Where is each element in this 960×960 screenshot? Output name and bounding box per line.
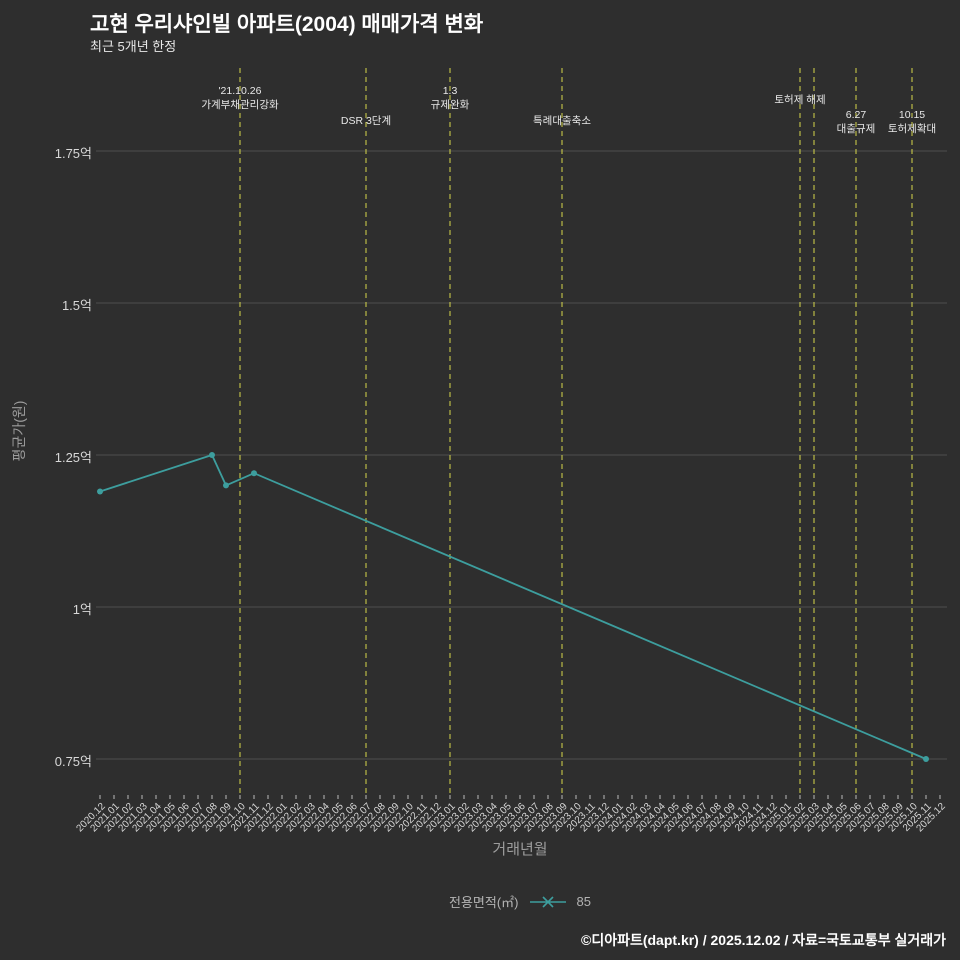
event-label: DSR 3단계 [340,115,392,127]
chart-title: 고현 우리샤인빌 아파트(2004) 매매가격 변화 [90,13,484,36]
legend-label: 전용면적(㎡) [449,895,519,910]
y-tick-label: 1.5억 [61,298,92,313]
legend-marker-icon [529,895,566,908]
y-tick-label: 1억 [72,602,92,617]
event-label: 10.15 토허제확대 [887,109,937,135]
event-label: 토허제 해제 [774,94,826,106]
data-point [251,470,257,477]
y-tick-label: 1.25억 [54,450,92,465]
event-label: 6.27 대출규제 [836,109,876,135]
y-tick-label: 1.75억 [54,146,92,161]
data-point [97,488,103,495]
event-label: 특례대출축소 [533,115,591,127]
event-label: '21.10.26 가계부채관리강화 [201,85,279,111]
data-point [923,756,929,762]
y-axis-title: 평균가(원) [11,400,27,462]
data-point [223,482,229,489]
chart-subtitle: 최근 5개년 한정 [90,39,177,54]
footer-credit: ©디아파트(dapt.kr) / 2025.12.02 / 자료=국토교통부 실… [581,932,946,948]
data-point [209,452,215,458]
legend: 전용면적(㎡) 85 [100,892,940,911]
y-tick-label: 0.75억 [54,754,92,769]
x-axis-title: 거래년월 [492,841,548,858]
event-label: 1.3 규제완화 [430,85,470,111]
legend-series-name: 85 [576,894,591,909]
